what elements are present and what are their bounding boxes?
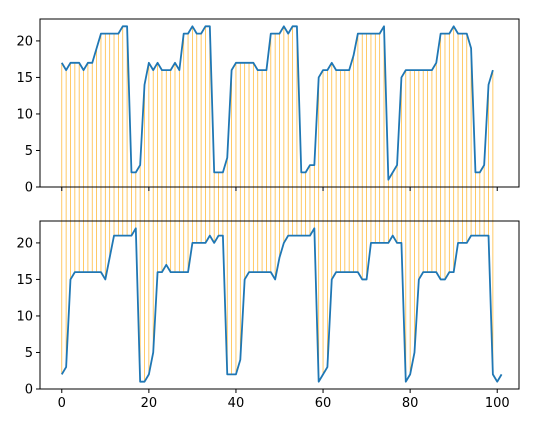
top-y-tick-label: 10 <box>16 107 33 122</box>
bottom-y-tick-label: 15 <box>16 273 33 288</box>
bottom-y-tick-label: 10 <box>16 309 33 324</box>
bottom-y-tick-label: 0 <box>25 383 33 398</box>
top-axes-group: 0 5 10 15 20 <box>16 18 520 196</box>
bottom-x-tick-label: 80 <box>402 396 419 411</box>
top-series-group <box>60 25 494 181</box>
bottom-x-tick-label: 0 <box>58 396 66 411</box>
bottom-series-group <box>60 227 503 383</box>
bottom-x-tick-label: 60 <box>315 396 332 411</box>
connection-lines <box>61 26 494 382</box>
top-y-tick-label: 5 <box>25 144 33 159</box>
bottom-axes-group: 0 5 10 15 20 0 20 40 60 80 100 <box>16 220 520 411</box>
top-panel: 0 5 10 15 20 <box>16 18 520 196</box>
top-y-tick-label: 20 <box>16 34 33 49</box>
top-y-tick-label: 0 <box>25 181 33 196</box>
bottom-x-tick-label: 100 <box>485 396 510 411</box>
bottom-series-line <box>60 227 503 383</box>
top-axes-frame <box>39 18 520 188</box>
top-series-line <box>60 25 494 181</box>
bottom-x-tick-label: 20 <box>141 396 158 411</box>
bottom-y-tick-label: 5 <box>25 346 33 361</box>
bottom-panel: 0 5 10 15 20 0 20 40 60 80 100 <box>16 220 520 411</box>
bottom-axes-frame <box>39 220 520 390</box>
top-y-tick-label: 15 <box>16 71 33 86</box>
bottom-y-tick-label: 20 <box>16 236 33 251</box>
bottom-x-tick-label: 40 <box>228 396 245 411</box>
